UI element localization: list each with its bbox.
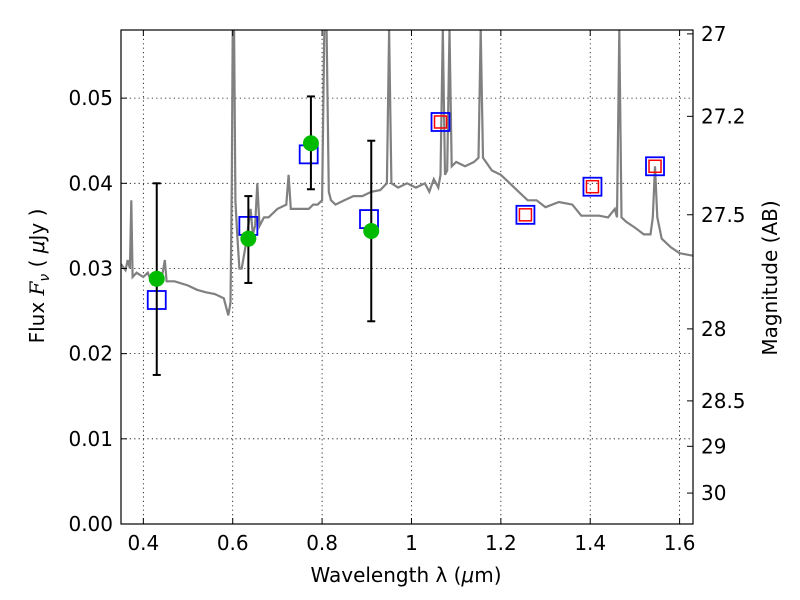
y-tick-label: 0.00	[68, 512, 113, 536]
y-tick-label: 0.04	[68, 171, 113, 195]
observed-point	[148, 270, 165, 287]
model-square	[430, 112, 451, 132]
observed-point	[240, 230, 257, 247]
y2-tick-label: 27.5	[701, 203, 746, 227]
plot-area	[121, 30, 693, 316]
plot-frame	[120, 29, 694, 525]
model-inner-square	[648, 159, 662, 174]
axis-ticks: 0.4 0.6 0.8 1 1.2 1.4 1.6 0.00 0.01 0.02 0.03 0.04 0…	[68, 22, 745, 555]
model-square	[645, 156, 665, 177]
spectrum-line	[121, 30, 693, 316]
x-tick-label: 0.4	[127, 531, 159, 555]
model-inner-square	[518, 208, 533, 222]
y2-tick-label: 27	[701, 22, 726, 46]
model-square	[582, 176, 603, 197]
x-tick-label: 1	[405, 531, 418, 555]
y-tick-label: 0.02	[68, 342, 113, 366]
y2-tick-label: 29	[701, 434, 726, 458]
model-square	[515, 204, 536, 225]
observed-point	[363, 223, 380, 240]
model-inner-square	[433, 115, 448, 129]
y2-tick-label: 27.2	[701, 104, 746, 128]
y-tick-label: 0.01	[68, 427, 113, 451]
y2-tick-label: 28.5	[701, 389, 746, 413]
y-tick-label: 0.03	[68, 256, 113, 280]
grid	[121, 30, 693, 525]
y-tick-label: 0.05	[68, 86, 113, 110]
data-marks	[146, 95, 665, 376]
x-tick-label: 1.2	[485, 531, 517, 555]
x-axis-label: Wavelength λ (μm)	[310, 563, 501, 587]
x-tick-label: 0.8	[306, 531, 338, 555]
x-tick-label: 1.6	[664, 531, 696, 555]
y2-tick-label: 30	[701, 481, 726, 505]
x-tick-label: 0.6	[217, 531, 249, 555]
y2-tick-label: 28	[701, 317, 726, 341]
y-axis-label: Flux Fν ( μJy )	[25, 209, 53, 344]
observed-point	[302, 135, 319, 152]
model-inner-square	[585, 179, 600, 194]
x-tick-label: 1.4	[574, 531, 606, 555]
y2-axis-label: Magnitude (AB)	[758, 200, 782, 355]
